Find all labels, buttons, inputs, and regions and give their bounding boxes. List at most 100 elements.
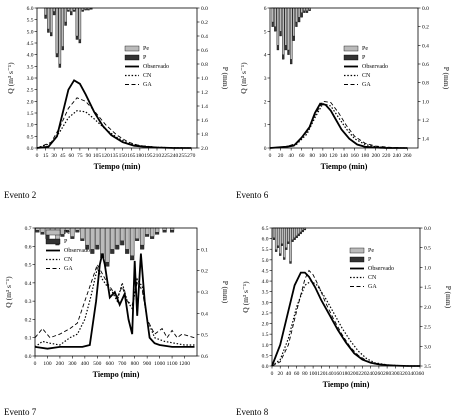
caption-evento-6: Evento 6: [236, 190, 269, 200]
y-tick-label: 0.5: [262, 353, 269, 359]
y-tick-label: 6.5: [262, 226, 269, 232]
y2-tick-label: 0.1: [201, 247, 208, 253]
x-tick-label: 210: [153, 153, 162, 159]
caption-evento-8: Evento 8: [236, 407, 269, 417]
x-tick-label: 260: [375, 371, 384, 377]
y2-tick-label: 1.4: [201, 104, 208, 110]
bar-pe: [120, 227, 125, 241]
legend-label-p: P: [362, 55, 366, 61]
bar-pe: [105, 227, 110, 263]
x-tick-label: 75: [77, 153, 83, 159]
y-tick-label: 0.5: [25, 263, 32, 269]
y-axis-label: Q (m³ s⁻¹): [241, 281, 250, 313]
bar-pe: [61, 7, 64, 47]
y-tick-label: 0.0: [27, 146, 34, 152]
x-tick-label: 140: [325, 371, 334, 377]
x-axis-label: Tiempo (min): [93, 370, 140, 379]
legend-swatch-p: [343, 54, 359, 61]
x-tick-label: 120: [317, 371, 326, 377]
y-tick-label: 5.0: [262, 258, 269, 264]
y2-tick-label: 1.2: [422, 118, 429, 124]
x-tick-label: 360: [416, 371, 425, 377]
x-tick-label: 0: [271, 371, 274, 377]
x-tick-label: 300: [68, 361, 77, 367]
series-line-observado: [36, 79, 192, 149]
x-tick-label: 280: [383, 371, 392, 377]
bar-pe: [272, 227, 276, 239]
legend-label-cn: CN: [362, 73, 371, 79]
x-tick-label: 220: [358, 371, 367, 377]
bar-pe: [291, 227, 294, 240]
y2-tick-label: 0.2: [201, 20, 208, 26]
bar-pe: [40, 227, 45, 233]
bar-pe: [58, 7, 62, 65]
bar-pe: [110, 227, 115, 250]
x-axis-label: Tiempo (min): [94, 162, 141, 171]
y-tick-label: 0.7: [25, 226, 32, 232]
legend-swatch-p: [349, 256, 365, 263]
x-tick-label: 100: [43, 361, 52, 367]
legend-label-p: P: [143, 55, 147, 61]
x-tick-label: 100: [319, 153, 328, 159]
y-tick-label: 4.0: [27, 53, 34, 59]
y-tick-label: 5.5: [27, 18, 34, 24]
legend-swatch-pe: [124, 45, 140, 52]
y-tick-label: 2.5: [27, 88, 34, 94]
bar-pe: [155, 227, 160, 233]
x-tick-label: 60: [299, 153, 305, 159]
bar-pe: [293, 227, 296, 239]
y-tick-label: 4.0: [262, 279, 269, 285]
y2-tick-label: 0.0: [201, 6, 208, 12]
x-tick-label: 255: [179, 153, 188, 159]
bar-pe: [276, 7, 280, 46]
series-line-ga: [269, 100, 408, 149]
bar-pe: [78, 7, 82, 40]
x-tick-label: 40: [286, 371, 292, 377]
bar-pe: [44, 7, 47, 16]
x-tick-label: 80: [302, 371, 308, 377]
legend-label-p: P: [368, 257, 372, 263]
y-tick-label: 5.5: [262, 247, 269, 253]
series-line-observado: [269, 102, 408, 149]
y2-tick-label: 2.0: [424, 305, 431, 311]
series-line-cn: [34, 266, 195, 348]
y-tick-label: 4: [264, 53, 267, 59]
legend: Pe P Observado CN GA: [343, 45, 388, 88]
y2-tick-label: 1.5: [424, 285, 431, 291]
y-tick-label: 2.5: [262, 311, 269, 317]
bar-pe: [100, 227, 105, 254]
x-tick-label: 270: [187, 153, 196, 159]
legend-label-pe: Pe: [368, 248, 374, 254]
series-line-ga: [34, 263, 195, 339]
legend-label-ga: GA: [143, 82, 152, 88]
x-tick-label: 40: [288, 153, 294, 159]
y-tick-label: 6.0: [27, 6, 34, 12]
y-tick-label: 0.0: [25, 354, 32, 360]
x-tick-label: 300: [391, 371, 400, 377]
y2-axis-label: P (mm): [221, 67, 230, 90]
y-tick-label: 3.5: [27, 64, 34, 70]
x-tick-label: 15: [43, 153, 49, 159]
x-tick-label: 200: [56, 361, 65, 367]
x-tick-label: 140: [340, 153, 349, 159]
y-axis-label: Q (m³ s⁻¹): [239, 62, 248, 94]
y-tick-label: 5: [264, 29, 267, 35]
y2-tick-label: 2.5: [424, 325, 431, 331]
bar-pe: [283, 227, 286, 258]
legend-swatch-pe: [349, 247, 365, 254]
bar-pe: [289, 7, 293, 60]
bar-pe: [279, 227, 282, 254]
y2-tick-label: 3.5: [424, 364, 431, 370]
bar-pe: [274, 227, 278, 250]
y2-tick-label: 0.5: [201, 333, 208, 339]
y2-tick-label: 0.5: [424, 246, 431, 252]
bar-pe: [305, 7, 309, 11]
x-tick-label: 200: [350, 371, 359, 377]
y-tick-label: 3.5: [262, 290, 269, 296]
legend-label-cn: CN: [143, 73, 152, 79]
bar-pe: [279, 7, 282, 32]
bar-pe: [52, 7, 56, 12]
bar-pe: [130, 227, 135, 256]
x-tick-label: 180: [361, 153, 370, 159]
